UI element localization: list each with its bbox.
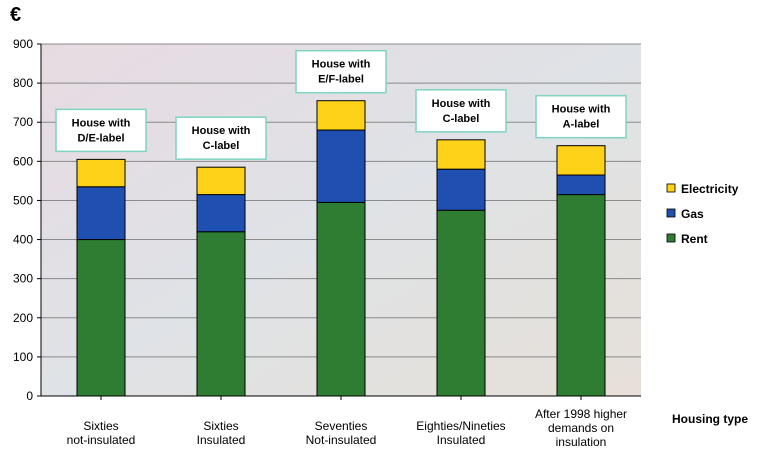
x-category-label-line: Eighties/Nineties	[416, 419, 505, 433]
y-tick-label: 200	[13, 311, 33, 325]
bar-segment-rent	[556, 194, 606, 397]
y-tick-label: 400	[13, 233, 33, 247]
annotation-text: House with	[312, 59, 371, 71]
x-category-label-line: Sixties	[83, 419, 118, 433]
legend-label-rent: Rent	[681, 232, 708, 246]
bar-segment-electricity	[76, 158, 126, 188]
annotation-text: House with	[432, 98, 491, 110]
bar-segment-rent	[196, 231, 246, 397]
bar-segment-electricity	[196, 166, 246, 196]
y-tick-label: 800	[13, 76, 33, 90]
bar-segment-gas	[316, 129, 366, 203]
x-category-label-line: demands on	[548, 421, 614, 435]
x-category-label: Seventies Not-insulated	[306, 419, 377, 447]
bar-segment-gas	[556, 174, 606, 196]
x-category-label-line: insulation	[556, 435, 607, 449]
annotation-text: House with	[72, 117, 131, 129]
legend-swatch-gas	[666, 208, 676, 218]
annotation-text: House with	[552, 104, 611, 116]
x-category-label-line: Insulated	[197, 433, 246, 447]
legend-label-gas: Gas	[681, 207, 704, 221]
y-tick-label: 900	[13, 37, 33, 51]
annotation-box	[55, 108, 147, 153]
legend-label-electricity: Electricity	[681, 182, 739, 196]
x-category-label: Sixties not-insulated	[67, 419, 136, 447]
annotation-box	[535, 94, 627, 139]
annotation-box	[295, 49, 387, 94]
y-tick-label: 500	[13, 193, 33, 207]
bars	[76, 100, 606, 397]
x-category-label: After 1998 higher demands on insulation	[535, 407, 627, 449]
bar-segment-gas	[196, 194, 246, 233]
bar-segment-electricity	[316, 100, 366, 131]
x-category-label: Sixties Insulated	[197, 419, 246, 447]
annotation-text: C-label	[443, 113, 480, 125]
y-tick-label: 600	[13, 154, 33, 168]
annotation-text: E/F-label	[318, 74, 364, 86]
annotation-text: D/E-label	[77, 132, 124, 144]
x-category-label-line: Sixties	[203, 419, 238, 433]
bar-segment-electricity	[436, 139, 486, 170]
y-tick-label: 0	[26, 389, 33, 403]
y-tick-label: 300	[13, 272, 33, 286]
bar-annotations: House with D/E-label House with C-label Hous…	[55, 49, 627, 160]
legend-swatch-electricity	[666, 183, 676, 193]
bar-segment-electricity	[556, 145, 606, 176]
x-category-label-line: After 1998 higher	[535, 407, 627, 421]
bar-segment-gas	[76, 186, 126, 241]
bar-segment-rent	[76, 239, 126, 397]
x-category-label: Eighties/Nineties Insulated	[416, 419, 505, 447]
x-category-label-line: Seventies	[315, 419, 368, 433]
annotation-box	[175, 116, 267, 160]
annotation-box	[415, 89, 507, 133]
legend-swatch-rent	[666, 233, 676, 243]
bar-segment-gas	[436, 168, 486, 211]
bar-segment-rent	[436, 209, 486, 397]
currency-unit-label: €	[10, 4, 22, 26]
x-category-label-line: Not-insulated	[306, 433, 377, 447]
x-category-label-line: not-insulated	[67, 433, 136, 447]
y-tick-label: 700	[13, 115, 33, 129]
x-axis-title: Housing type	[672, 412, 748, 426]
annotation-text: House with	[192, 125, 251, 137]
annotation-text: A-label	[563, 119, 600, 131]
y-tick-label: 100	[13, 350, 33, 364]
annotation-text: C-label	[203, 140, 240, 152]
x-category-label-line: Insulated	[437, 433, 486, 447]
legend: Electricity Gas Rent	[666, 182, 739, 246]
bar-segment-rent	[316, 201, 366, 397]
